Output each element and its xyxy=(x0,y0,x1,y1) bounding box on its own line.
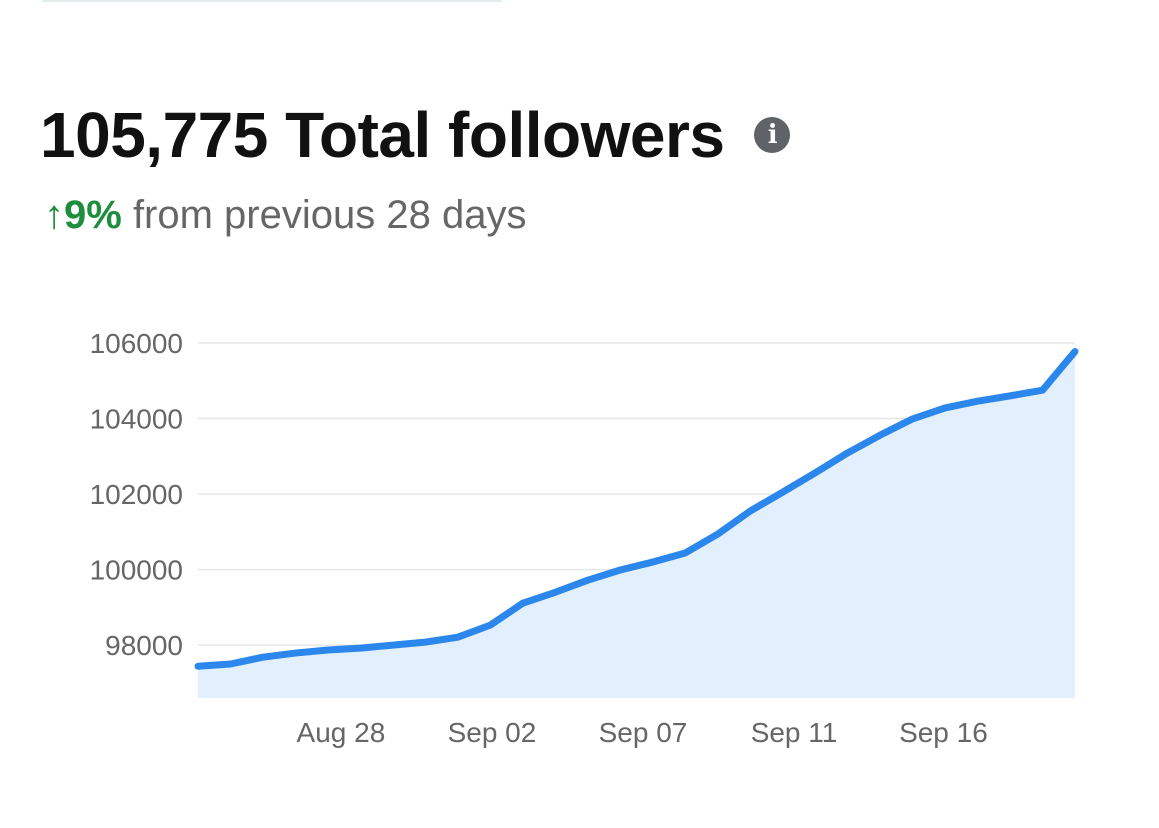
y-tick-label: 106000 xyxy=(90,328,183,359)
top-divider xyxy=(42,0,502,2)
change-value: 9% xyxy=(64,193,122,237)
y-tick-label: 102000 xyxy=(90,479,183,510)
change-text: from previous 28 days xyxy=(132,193,527,237)
x-tick-label: Sep 11 xyxy=(751,717,838,748)
arrow-up-icon: ↑ xyxy=(44,193,64,237)
y-tick-label: 98000 xyxy=(105,630,183,661)
x-tick-label: Sep 07 xyxy=(599,717,688,748)
y-tick-label: 100000 xyxy=(90,555,183,586)
page-title: 105,775 Total followers i xyxy=(40,98,791,172)
change-summary: ↑9% from previous 28 days xyxy=(44,193,526,238)
x-tick-label: Aug 28 xyxy=(297,717,386,748)
area-fill xyxy=(198,351,1075,698)
series-line xyxy=(194,347,1079,670)
total-followers-title: 105,775 Total followers xyxy=(40,99,725,171)
x-tick-label: Sep 02 xyxy=(448,717,537,748)
y-tick-label: 104000 xyxy=(90,404,183,435)
x-tick-label: Sep 16 xyxy=(899,717,988,748)
info-icon[interactable]: i xyxy=(754,117,791,153)
